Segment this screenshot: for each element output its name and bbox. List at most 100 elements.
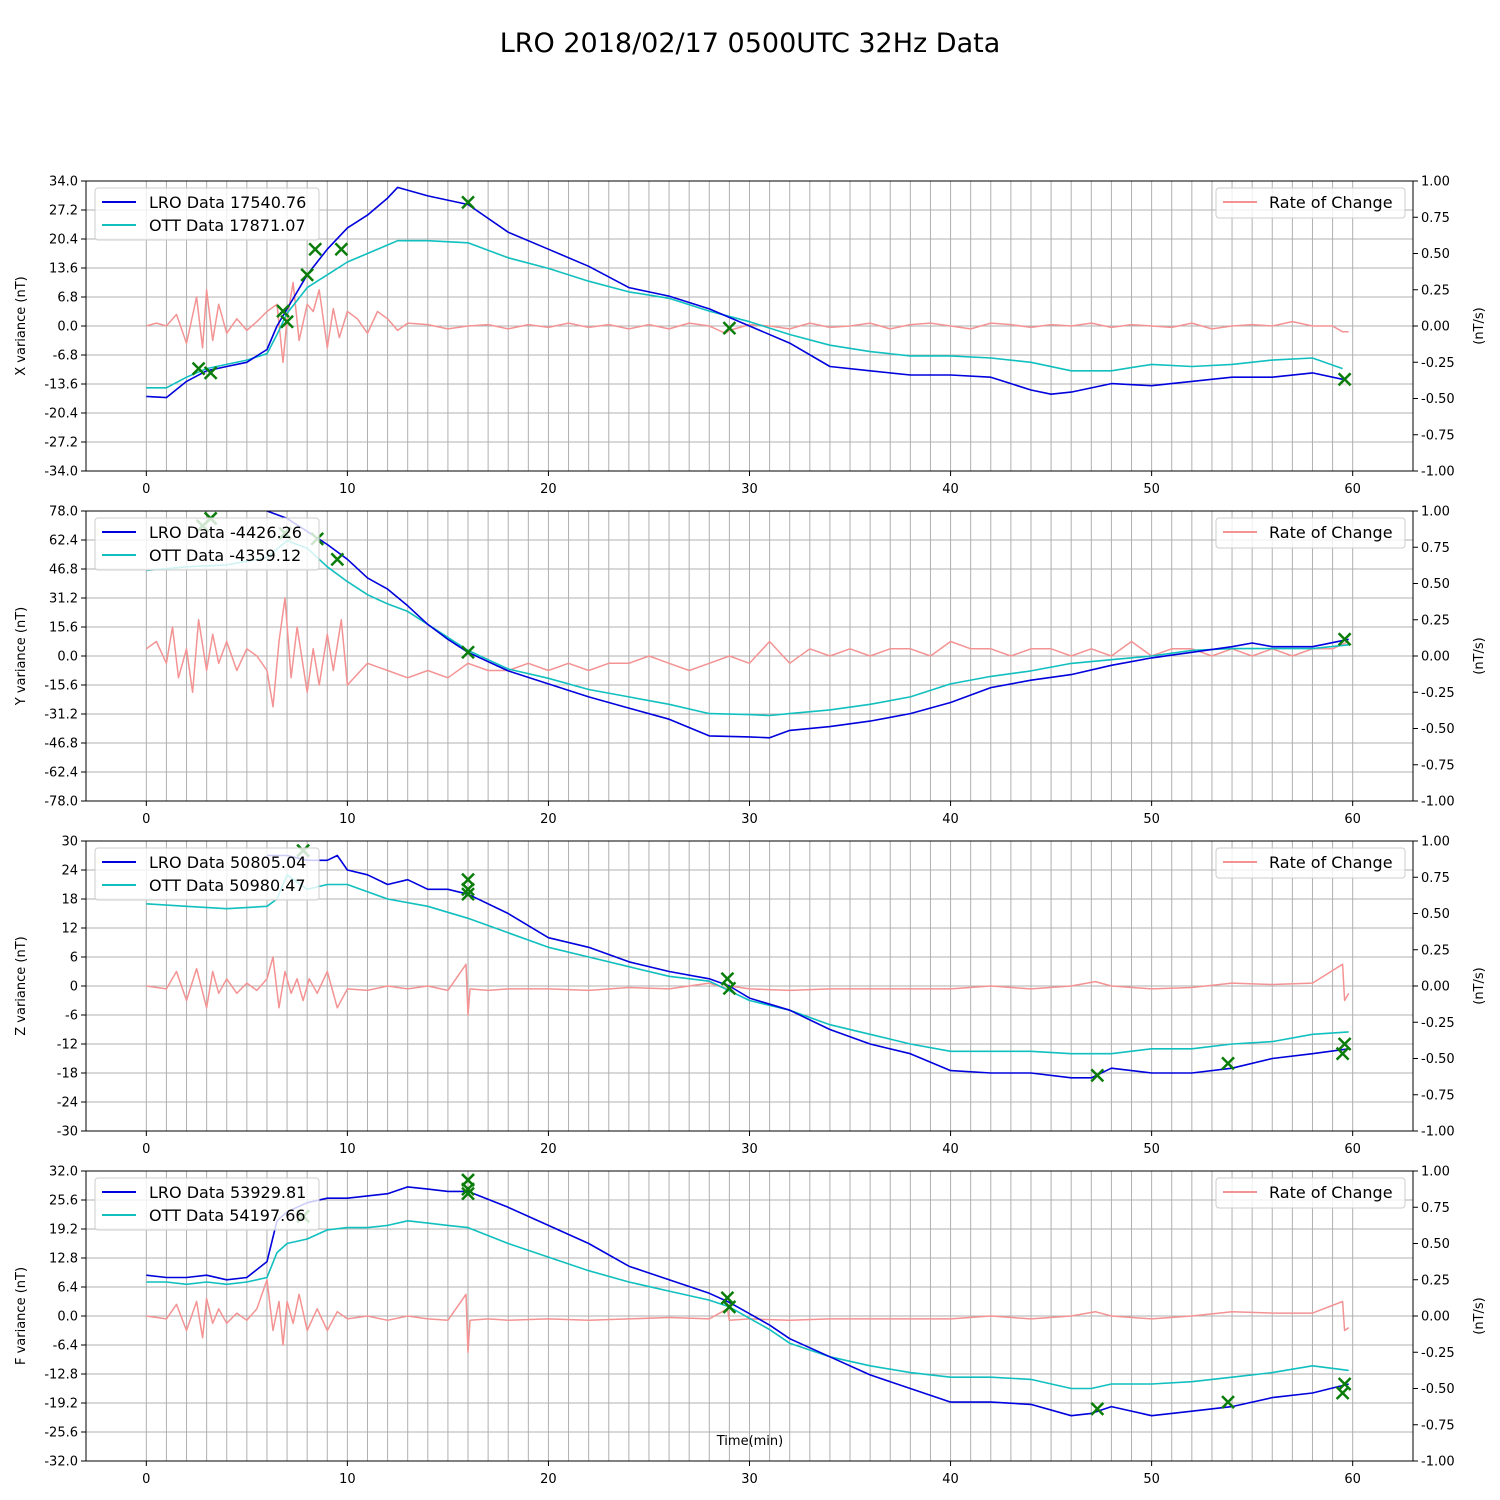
legend-box <box>94 847 320 901</box>
series-line-ott <box>146 1220 1349 1390</box>
y-tick-label: 32.0 <box>49 1165 78 1180</box>
data-point-marker <box>722 321 737 336</box>
legend-label: Rate of Change <box>1269 193 1393 212</box>
legend-box <box>94 517 320 571</box>
y2-tick-label: -0.75 <box>1421 1418 1455 1433</box>
y2-tick-label: -0.75 <box>1421 1088 1455 1103</box>
legend-left: LRO Data -4426.26 OTT Data -4359.12 <box>94 517 320 571</box>
x-axis: 0 10 20 30 40 50 60 <box>142 471 1361 497</box>
y-tick-label: -62.4 <box>44 766 78 781</box>
x-tick-label: 30 <box>741 1142 758 1157</box>
marker-group <box>195 511 1352 660</box>
y-tick-label: 19.2 <box>49 1223 78 1238</box>
legend-box <box>94 187 320 241</box>
y-tick-label: 13.6 <box>49 262 78 277</box>
x-tick-label: 40 <box>942 482 959 497</box>
y-tick-label: -30 <box>57 1125 78 1140</box>
series-line-ott <box>146 239 1343 389</box>
x-axis: 0 10 20 30 40 50 60 <box>142 1131 1361 1157</box>
x-tick-label: 0 <box>142 1472 150 1487</box>
series-line-rate-of-change <box>146 956 1350 1016</box>
data-point-marker <box>203 366 218 380</box>
marker-group <box>296 843 1352 1083</box>
x-tick-label: 30 <box>741 812 758 827</box>
y-axis-left: 30 24 18 12 6 0 -6 -12 -18 -24 -30 <box>57 835 86 1140</box>
y-tick-label: 12.8 <box>49 1252 78 1267</box>
y2-tick-label: -0.50 <box>1421 722 1455 737</box>
legend-right: Rate of Change <box>1215 1177 1406 1209</box>
y-tick-label: 18 <box>61 893 78 908</box>
x-tick-label: 40 <box>942 1472 959 1487</box>
y2-tick-label: 0.75 <box>1421 541 1450 556</box>
data-point-marker <box>1337 1037 1352 1051</box>
y-tick-label: 12 <box>61 922 78 937</box>
y2-tick-label: 1.00 <box>1421 175 1450 190</box>
y-tick-label: 0 <box>70 980 78 995</box>
y-tick-label: 20.4 <box>49 233 78 248</box>
y2-tick-label: -0.25 <box>1421 1346 1455 1361</box>
x-tick-label: 40 <box>942 812 959 827</box>
y-axis-right: 1.00 0.75 0.50 0.25 0.00 -0.25 -0.50 -0.75 -1.00 <box>1413 1165 1455 1470</box>
data-point-marker <box>461 1182 475 1197</box>
y-axis-label: F variance (nT) <box>14 1267 29 1365</box>
subplot-x: 0 10 20 30 40 50 60 34.0 27.2 20.4 13.6 6.8 0.0 -6.8 -… <box>14 175 1487 498</box>
y-tick-label: 0.0 <box>57 320 78 335</box>
legend-box <box>1215 847 1406 879</box>
data-point-marker <box>461 882 475 897</box>
y-axis-label: X variance (nT) <box>14 276 29 375</box>
legend-label: Rate of Change <box>1269 523 1393 542</box>
y-tick-label: 15.6 <box>49 621 78 636</box>
x-tick-label: 10 <box>339 1142 356 1157</box>
y-tick-label: 27.2 <box>49 204 78 219</box>
y-axis-left: 78.0 62.4 46.8 31.2 15.6 0.0 -15.6 -31.2 -46.8 -6… <box>44 505 86 810</box>
data-point-marker <box>461 887 475 902</box>
legend-box <box>1215 517 1406 549</box>
y2-tick-label: 0.25 <box>1421 1273 1450 1288</box>
data-point-marker <box>276 304 290 318</box>
x-tick-label: 0 <box>142 812 150 827</box>
y-tick-label: 6 <box>70 951 78 966</box>
legend-right: Rate of Change <box>1215 847 1406 879</box>
legend-label: LRO Data -4426.26 <box>149 523 302 542</box>
legend-right: Rate of Change <box>1215 187 1406 219</box>
y2-tick-label: -1.00 <box>1421 1455 1455 1470</box>
y2-axis-label: (nT/s) <box>1472 967 1487 1004</box>
y2-tick-label: 0.50 <box>1421 1237 1450 1252</box>
y-tick-label: 78.0 <box>49 505 78 520</box>
y-tick-label: -19.2 <box>44 1397 78 1412</box>
y-tick-label: -32.0 <box>44 1455 78 1470</box>
series-group <box>145 511 1350 739</box>
data-point-marker <box>1337 372 1352 387</box>
y2-tick-label: 0.75 <box>1421 211 1450 226</box>
data-point-marker <box>280 314 294 329</box>
x-tick-label: 60 <box>1344 1472 1361 1487</box>
y2-tick-label: 0.50 <box>1421 577 1450 592</box>
x-tick-label: 10 <box>339 812 356 827</box>
data-point-marker <box>1090 1068 1105 1083</box>
y2-axis-label: (nT/s) <box>1472 637 1487 674</box>
x-tick-label: 30 <box>741 1472 758 1487</box>
y-tick-label: -13.6 <box>44 378 78 393</box>
series-group <box>146 1186 1350 1417</box>
y-tick-label: 6.4 <box>57 1281 78 1296</box>
y2-tick-label: 1.00 <box>1421 505 1450 520</box>
x-tick-label: 30 <box>741 482 758 497</box>
y-tick-label: 0.0 <box>57 650 78 665</box>
y-tick-label: -6.8 <box>53 349 78 364</box>
y2-tick-label: -0.25 <box>1421 1016 1455 1031</box>
y2-tick-label: 1.00 <box>1421 835 1450 850</box>
legend-label: LRO Data 50805.04 <box>149 853 306 872</box>
y-axis-left: 34.0 27.2 20.4 13.6 6.8 0.0 -6.8 -13.6 -20.4 -27.… <box>44 175 86 480</box>
x-tick-label: 10 <box>339 482 356 497</box>
y-tick-label: -12 <box>57 1038 78 1053</box>
data-point-marker <box>461 645 475 660</box>
x-tick-label: 20 <box>540 812 557 827</box>
series-line-lro <box>146 1186 1349 1417</box>
x-tick-label: 60 <box>1344 812 1361 827</box>
legend-left: LRO Data 17540.76 OTT Data 17871.07 <box>94 187 320 241</box>
y-axis-right: 1.00 0.75 0.50 0.25 0.00 -0.25 -0.50 -0.75 -1.00 <box>1413 835 1455 1140</box>
series-line-lro <box>266 511 1349 739</box>
y2-tick-label: -0.50 <box>1421 1052 1455 1067</box>
legend-label: OTT Data -4359.12 <box>149 546 301 565</box>
x-axis: 0 10 20 30 40 50 60 <box>142 801 1361 827</box>
